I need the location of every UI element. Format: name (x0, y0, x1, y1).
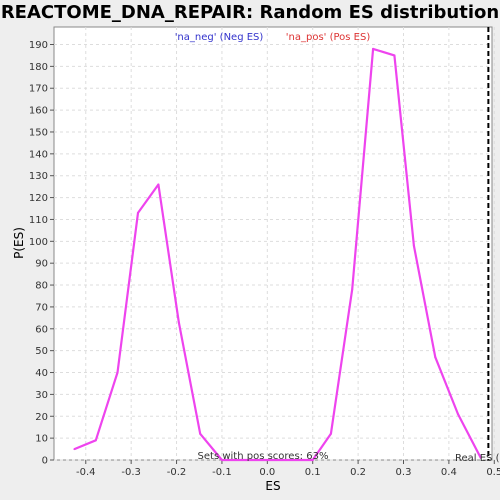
x-tick-label: 0.2 (350, 467, 366, 478)
x-tick-label: 0.4 (441, 467, 457, 478)
data-point (157, 183, 160, 186)
y-tick-label: 20 (35, 412, 48, 423)
y-tick-label: 190 (29, 40, 48, 51)
data-point (434, 356, 437, 359)
data-point (412, 244, 415, 247)
y-tick-label: 40 (35, 368, 48, 379)
y-tick-label: 110 (29, 215, 48, 226)
y-tick-label: 0 (42, 456, 48, 467)
data-point (311, 459, 314, 461)
data-point (116, 371, 119, 374)
x-tick-label: -0.4 (76, 467, 96, 478)
y-tick-label: 120 (29, 193, 48, 204)
x-axis: -0.4 -0.3 -0.2 -0.1 0.0 0.1 0.2 0.3 0.4 0.5 (76, 460, 500, 478)
x-axis-label: ES (265, 479, 280, 493)
data-point (289, 459, 292, 461)
data-point (199, 432, 202, 435)
y-tick-label: 100 (29, 237, 48, 248)
data-point (266, 459, 269, 461)
y-tick-label: 180 (29, 62, 48, 73)
data-point (177, 321, 180, 324)
x-tick-label: 0.5 (486, 467, 500, 478)
x-tick-label: -0.3 (121, 467, 141, 478)
y-tick-label: 80 (35, 281, 48, 292)
y-tick-label: 70 (35, 302, 48, 313)
y-tick-label: 10 (35, 434, 48, 445)
data-point (372, 47, 375, 50)
y-tick-label: 170 (29, 84, 48, 95)
pos-scores-annotation: Sets with pos scores: 63% (198, 451, 329, 462)
data-point (329, 432, 332, 435)
data-point (94, 439, 97, 442)
y-axis: 0 10 20 30 40 50 60 70 80 90 100 110 120 130 140 150 160… (29, 40, 54, 467)
y-tick-label: 140 (29, 149, 48, 160)
x-tick-label: -0.2 (167, 467, 187, 478)
data-point (73, 448, 76, 451)
y-tick-label: 50 (35, 346, 48, 357)
series-group (73, 47, 482, 462)
x-tick-label: -0.1 (212, 467, 232, 478)
y-tick-label: 150 (29, 127, 48, 138)
y-tick-label: 90 (35, 259, 48, 270)
series-line (73, 47, 482, 462)
y-tick-label: 60 (35, 324, 48, 335)
legend-pos: 'na_pos' (Pos ES) (286, 32, 371, 43)
data-point (220, 459, 223, 461)
x-tick-label: 0.3 (396, 467, 412, 478)
real-es-label: Real ES ( (455, 453, 500, 464)
x-tick-label: 0.0 (259, 467, 275, 478)
data-point (479, 456, 482, 459)
legend-neg: 'na_neg' (Neg ES) (175, 32, 264, 43)
data-point (456, 413, 459, 416)
chart-title: REACTOME_DNA_REPAIR: Random ES distribut… (0, 2, 500, 23)
y-tick-label: 30 (35, 390, 48, 401)
data-point (351, 288, 354, 291)
y-axis-label: P(ES) (12, 227, 26, 259)
grid-lines (54, 27, 495, 461)
y-tick-label: 160 (29, 106, 48, 117)
y-tick-label: 130 (29, 171, 48, 182)
x-tick-label: 0.1 (305, 467, 321, 478)
data-point (393, 54, 396, 57)
data-point (243, 459, 246, 461)
data-point (136, 211, 139, 214)
plot-area (53, 26, 493, 461)
